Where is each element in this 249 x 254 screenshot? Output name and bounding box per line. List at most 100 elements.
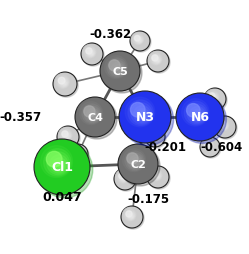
Circle shape [150,132,158,140]
Circle shape [46,152,62,167]
Text: -0.362: -0.362 [89,28,131,41]
Circle shape [63,133,70,140]
Circle shape [217,119,229,132]
Circle shape [202,140,214,151]
Circle shape [208,92,219,103]
Circle shape [214,117,236,138]
Circle shape [130,215,133,218]
Text: -0.175: -0.175 [127,193,169,206]
Circle shape [200,137,220,157]
Circle shape [64,134,70,139]
Circle shape [154,174,160,179]
Circle shape [75,98,115,137]
Circle shape [147,51,169,73]
Circle shape [178,96,226,144]
Circle shape [102,54,142,94]
Circle shape [201,139,214,152]
Circle shape [64,83,66,85]
Circle shape [131,103,152,124]
Circle shape [119,92,171,144]
Text: N3: N3 [135,111,154,124]
Circle shape [58,128,80,150]
Circle shape [210,95,217,102]
Circle shape [80,102,103,125]
Circle shape [74,150,80,156]
Circle shape [34,139,90,195]
Circle shape [131,33,144,46]
Circle shape [69,146,89,165]
Circle shape [91,54,93,55]
Circle shape [134,36,140,42]
Circle shape [78,100,104,126]
Circle shape [179,97,210,128]
Circle shape [127,153,143,170]
Circle shape [176,94,224,141]
Circle shape [65,135,69,139]
Circle shape [47,152,69,175]
Circle shape [150,169,162,181]
Circle shape [91,113,97,120]
Circle shape [209,146,211,148]
Circle shape [105,57,127,79]
Circle shape [41,146,72,178]
Circle shape [221,124,227,129]
Circle shape [152,171,161,180]
Circle shape [37,142,93,198]
Circle shape [68,145,88,164]
Circle shape [148,52,163,67]
Circle shape [62,82,66,86]
Circle shape [130,103,145,118]
Circle shape [67,136,68,138]
Circle shape [120,146,160,186]
Text: C5: C5 [112,67,128,77]
Circle shape [56,161,65,170]
Circle shape [126,211,135,220]
Circle shape [117,171,129,183]
Circle shape [38,143,74,179]
Circle shape [122,176,127,181]
Circle shape [121,147,147,173]
Circle shape [157,60,159,62]
Circle shape [203,141,213,151]
Circle shape [86,49,95,58]
Circle shape [123,177,126,181]
Circle shape [72,149,81,157]
Circle shape [119,173,128,182]
Circle shape [124,178,125,180]
Text: 0.047: 0.047 [42,191,82,204]
Circle shape [130,32,150,52]
Text: -0.201: -0.201 [144,141,186,154]
Text: -0.604: -0.604 [201,141,243,154]
Circle shape [147,130,159,141]
Circle shape [127,153,138,164]
Circle shape [107,59,126,78]
Circle shape [116,67,122,74]
Circle shape [85,48,96,58]
Circle shape [215,118,230,132]
Circle shape [56,76,69,89]
Circle shape [136,109,149,122]
Circle shape [111,63,124,76]
Circle shape [82,105,101,124]
Circle shape [88,51,94,57]
Circle shape [44,149,71,176]
Circle shape [119,173,125,179]
Circle shape [57,126,79,148]
Circle shape [118,70,121,73]
Circle shape [125,210,135,221]
Circle shape [132,34,144,45]
Circle shape [58,78,65,85]
Circle shape [122,94,174,146]
Circle shape [192,110,204,121]
Circle shape [55,74,70,90]
Circle shape [77,153,78,155]
Circle shape [82,45,104,67]
Circle shape [123,149,145,172]
Circle shape [76,152,79,155]
Text: C4: C4 [87,113,103,122]
Circle shape [208,145,211,149]
Circle shape [157,176,159,178]
Circle shape [204,89,226,110]
Circle shape [61,130,71,141]
Circle shape [209,94,218,103]
